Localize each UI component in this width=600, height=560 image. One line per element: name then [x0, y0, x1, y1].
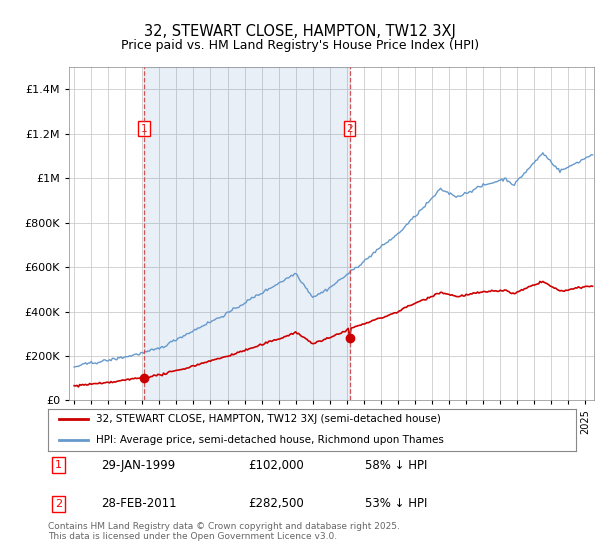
Text: 1: 1 [140, 124, 147, 134]
Text: 53% ↓ HPI: 53% ↓ HPI [365, 497, 427, 510]
Text: 58% ↓ HPI: 58% ↓ HPI [365, 459, 427, 472]
Text: 2: 2 [346, 124, 353, 134]
Text: £102,000: £102,000 [248, 459, 304, 472]
Bar [143, 67, 350, 400]
Text: 32, STEWART CLOSE, HAMPTON, TW12 3XJ (semi-detached house): 32, STEWART CLOSE, HAMPTON, TW12 3XJ (se… [95, 414, 440, 424]
Text: £282,500: £282,500 [248, 497, 304, 510]
Text: 1: 1 [55, 460, 62, 470]
Text: Price paid vs. HM Land Registry's House Price Index (HPI): Price paid vs. HM Land Registry's House … [121, 39, 479, 52]
Text: HPI: Average price, semi-detached house, Richmond upon Thames: HPI: Average price, semi-detached house,… [95, 435, 443, 445]
Text: 28-FEB-2011: 28-FEB-2011 [101, 497, 176, 510]
Text: 29-JAN-1999: 29-JAN-1999 [101, 459, 175, 472]
Text: 32, STEWART CLOSE, HAMPTON, TW12 3XJ: 32, STEWART CLOSE, HAMPTON, TW12 3XJ [144, 24, 456, 39]
Text: Contains HM Land Registry data © Crown copyright and database right 2025.
This d: Contains HM Land Registry data © Crown c… [48, 522, 400, 542]
Text: 2: 2 [55, 499, 62, 509]
